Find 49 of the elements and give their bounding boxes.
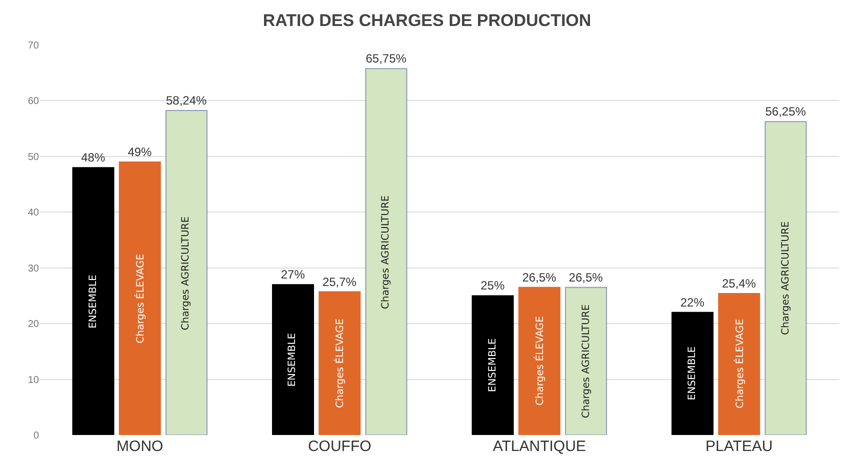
- text: Charges ÉLEVAGE: [734, 318, 746, 408]
- x-tick-label: ATLANTIQUE: [492, 438, 586, 455]
- bar: [365, 68, 408, 435]
- text: Charges AGRICULTURE: [580, 304, 592, 418]
- bar: [165, 110, 208, 435]
- series-label: Charges ÉLEVAGE: [533, 316, 546, 406]
- bar: [118, 162, 161, 435]
- bar: [564, 286, 607, 435]
- bar: [764, 121, 807, 435]
- x-tick-label: MONO: [116, 438, 164, 455]
- data-label: 25,4%: [722, 276, 756, 290]
- text: Charges ÉLEVAGE: [135, 254, 146, 344]
- y-tick-label: 10: [28, 374, 40, 386]
- data-label: 56,25%: [765, 104, 806, 119]
- series-label: ENSEMBLE: [287, 332, 298, 387]
- data-label: 26,5%: [568, 270, 604, 284]
- data-label: 58,24%: [166, 94, 207, 108]
- bar: [718, 292, 760, 435]
- bar: [672, 312, 714, 435]
- text: Charges ÉLEVAGE: [335, 318, 346, 408]
- data-label: 48%: [81, 150, 106, 165]
- text: Charges AGRICULTURE: [180, 216, 192, 330]
- y-tick-label: 20: [28, 319, 40, 330]
- bar: [272, 284, 314, 435]
- text: ENSEMBLE: [686, 346, 698, 400]
- y-tick-label: 40: [28, 208, 40, 219]
- data-label: 27%: [280, 268, 306, 282]
- bar: [72, 167, 114, 435]
- y-tick-label: 0: [33, 430, 40, 442]
- data-label: 49%: [128, 145, 152, 159]
- text: ENSEMBLE: [88, 274, 99, 329]
- data-label: 22%: [680, 295, 705, 310]
- y-tick-label: 30: [28, 263, 40, 274]
- data-label: 65,75%: [366, 52, 407, 66]
- series-label: Charges AGRICULTURE: [380, 195, 392, 310]
- data-label: 25%: [480, 278, 505, 293]
- data-label: 26,5%: [522, 270, 557, 284]
- x-tick-label: PLATEAU: [706, 438, 773, 455]
- y-tick-label: 60: [28, 96, 40, 108]
- text: ENSEMBLE: [487, 338, 498, 392]
- text: Charges AGRICULTURE: [780, 221, 792, 336]
- chart-title: RATIO DES CHARGES DE PRODUCTION: [262, 11, 592, 30]
- bar: [518, 286, 560, 435]
- y-tick-label: 70: [28, 40, 40, 52]
- y-tick-label: 50: [28, 152, 40, 163]
- data-label: 25,7%: [322, 274, 357, 289]
- bar: [472, 295, 514, 435]
- x-tick-label: COUFFO: [308, 438, 372, 455]
- bar: [318, 291, 361, 435]
